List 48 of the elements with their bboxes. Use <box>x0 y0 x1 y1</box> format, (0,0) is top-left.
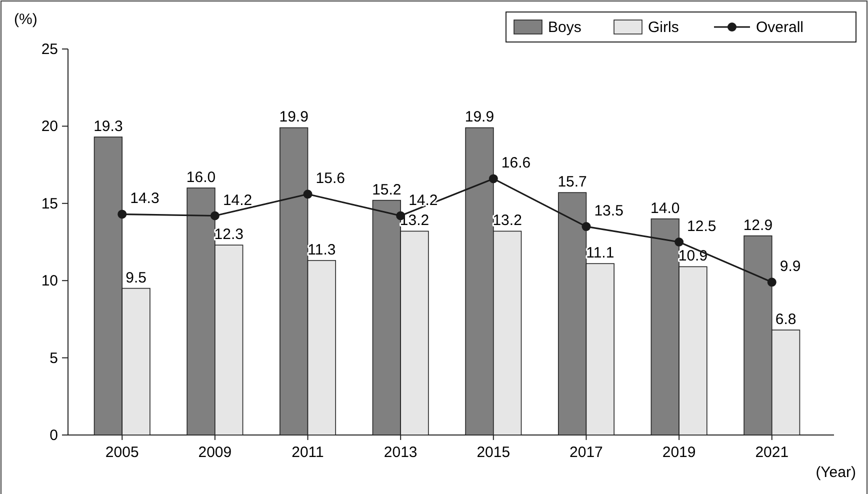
y-tick-label: 20 <box>41 118 58 136</box>
data-label: 16.6 <box>501 154 531 172</box>
x-tick-label: 2015 <box>476 444 510 461</box>
point <box>767 278 776 287</box>
point <box>210 211 220 220</box>
x-axis-title: (Year) <box>816 464 856 481</box>
data-label: 14.2 <box>222 192 252 209</box>
data-label: 9.5 <box>126 269 146 286</box>
point <box>303 190 312 199</box>
data-label: 15.7 <box>558 174 587 191</box>
data-label: 12.9 <box>743 216 773 234</box>
data-label: 10.9 <box>678 248 708 265</box>
point <box>674 238 684 246</box>
data-label: 15.2 <box>372 181 402 198</box>
data-label: 9.9 <box>780 258 801 276</box>
data-label: 11.3 <box>308 242 336 259</box>
data-label: 13.2 <box>492 212 522 230</box>
data-label: 14.3 <box>130 190 160 208</box>
data-label: 14.2 <box>408 192 438 209</box>
data-label: 19.3 <box>94 118 123 136</box>
legend-label: Girls <box>648 19 679 36</box>
x-tick-label: 2005 <box>105 444 139 461</box>
data-label: 14.0 <box>650 200 680 217</box>
x-tick-label: 2017 <box>570 444 603 461</box>
data-label: 16.0 <box>186 168 216 186</box>
x-tick-label: 2019 <box>662 444 696 461</box>
point <box>582 222 591 232</box>
data-label: 15.6 <box>316 170 345 188</box>
y-tick-label: 15 <box>41 195 58 212</box>
data-label: 13.5 <box>594 202 624 220</box>
x-tick-label: 2013 <box>384 444 418 461</box>
y-tick-label: 10 <box>41 272 58 290</box>
point <box>488 174 498 184</box>
legend-label: Boys <box>548 19 582 36</box>
legend-label: Overall <box>756 19 804 36</box>
y-tick-label: 25 <box>41 41 58 58</box>
data-label: 6.8 <box>775 311 796 328</box>
data-label: 19.9 <box>464 108 494 126</box>
y-tick-label: 5 <box>50 350 58 367</box>
x-tick-label: 2009 <box>198 444 232 461</box>
y-tick-label: 0 <box>50 427 58 444</box>
data-label: 19.9 <box>279 108 308 126</box>
x-tick-label: 2021 <box>755 444 789 461</box>
point <box>118 210 127 219</box>
data-label: 11.1 <box>586 244 614 262</box>
y-axis-title: (%) <box>14 11 38 28</box>
x-tick-label: 2011 <box>292 444 324 461</box>
data-label: 12.5 <box>687 218 716 235</box>
